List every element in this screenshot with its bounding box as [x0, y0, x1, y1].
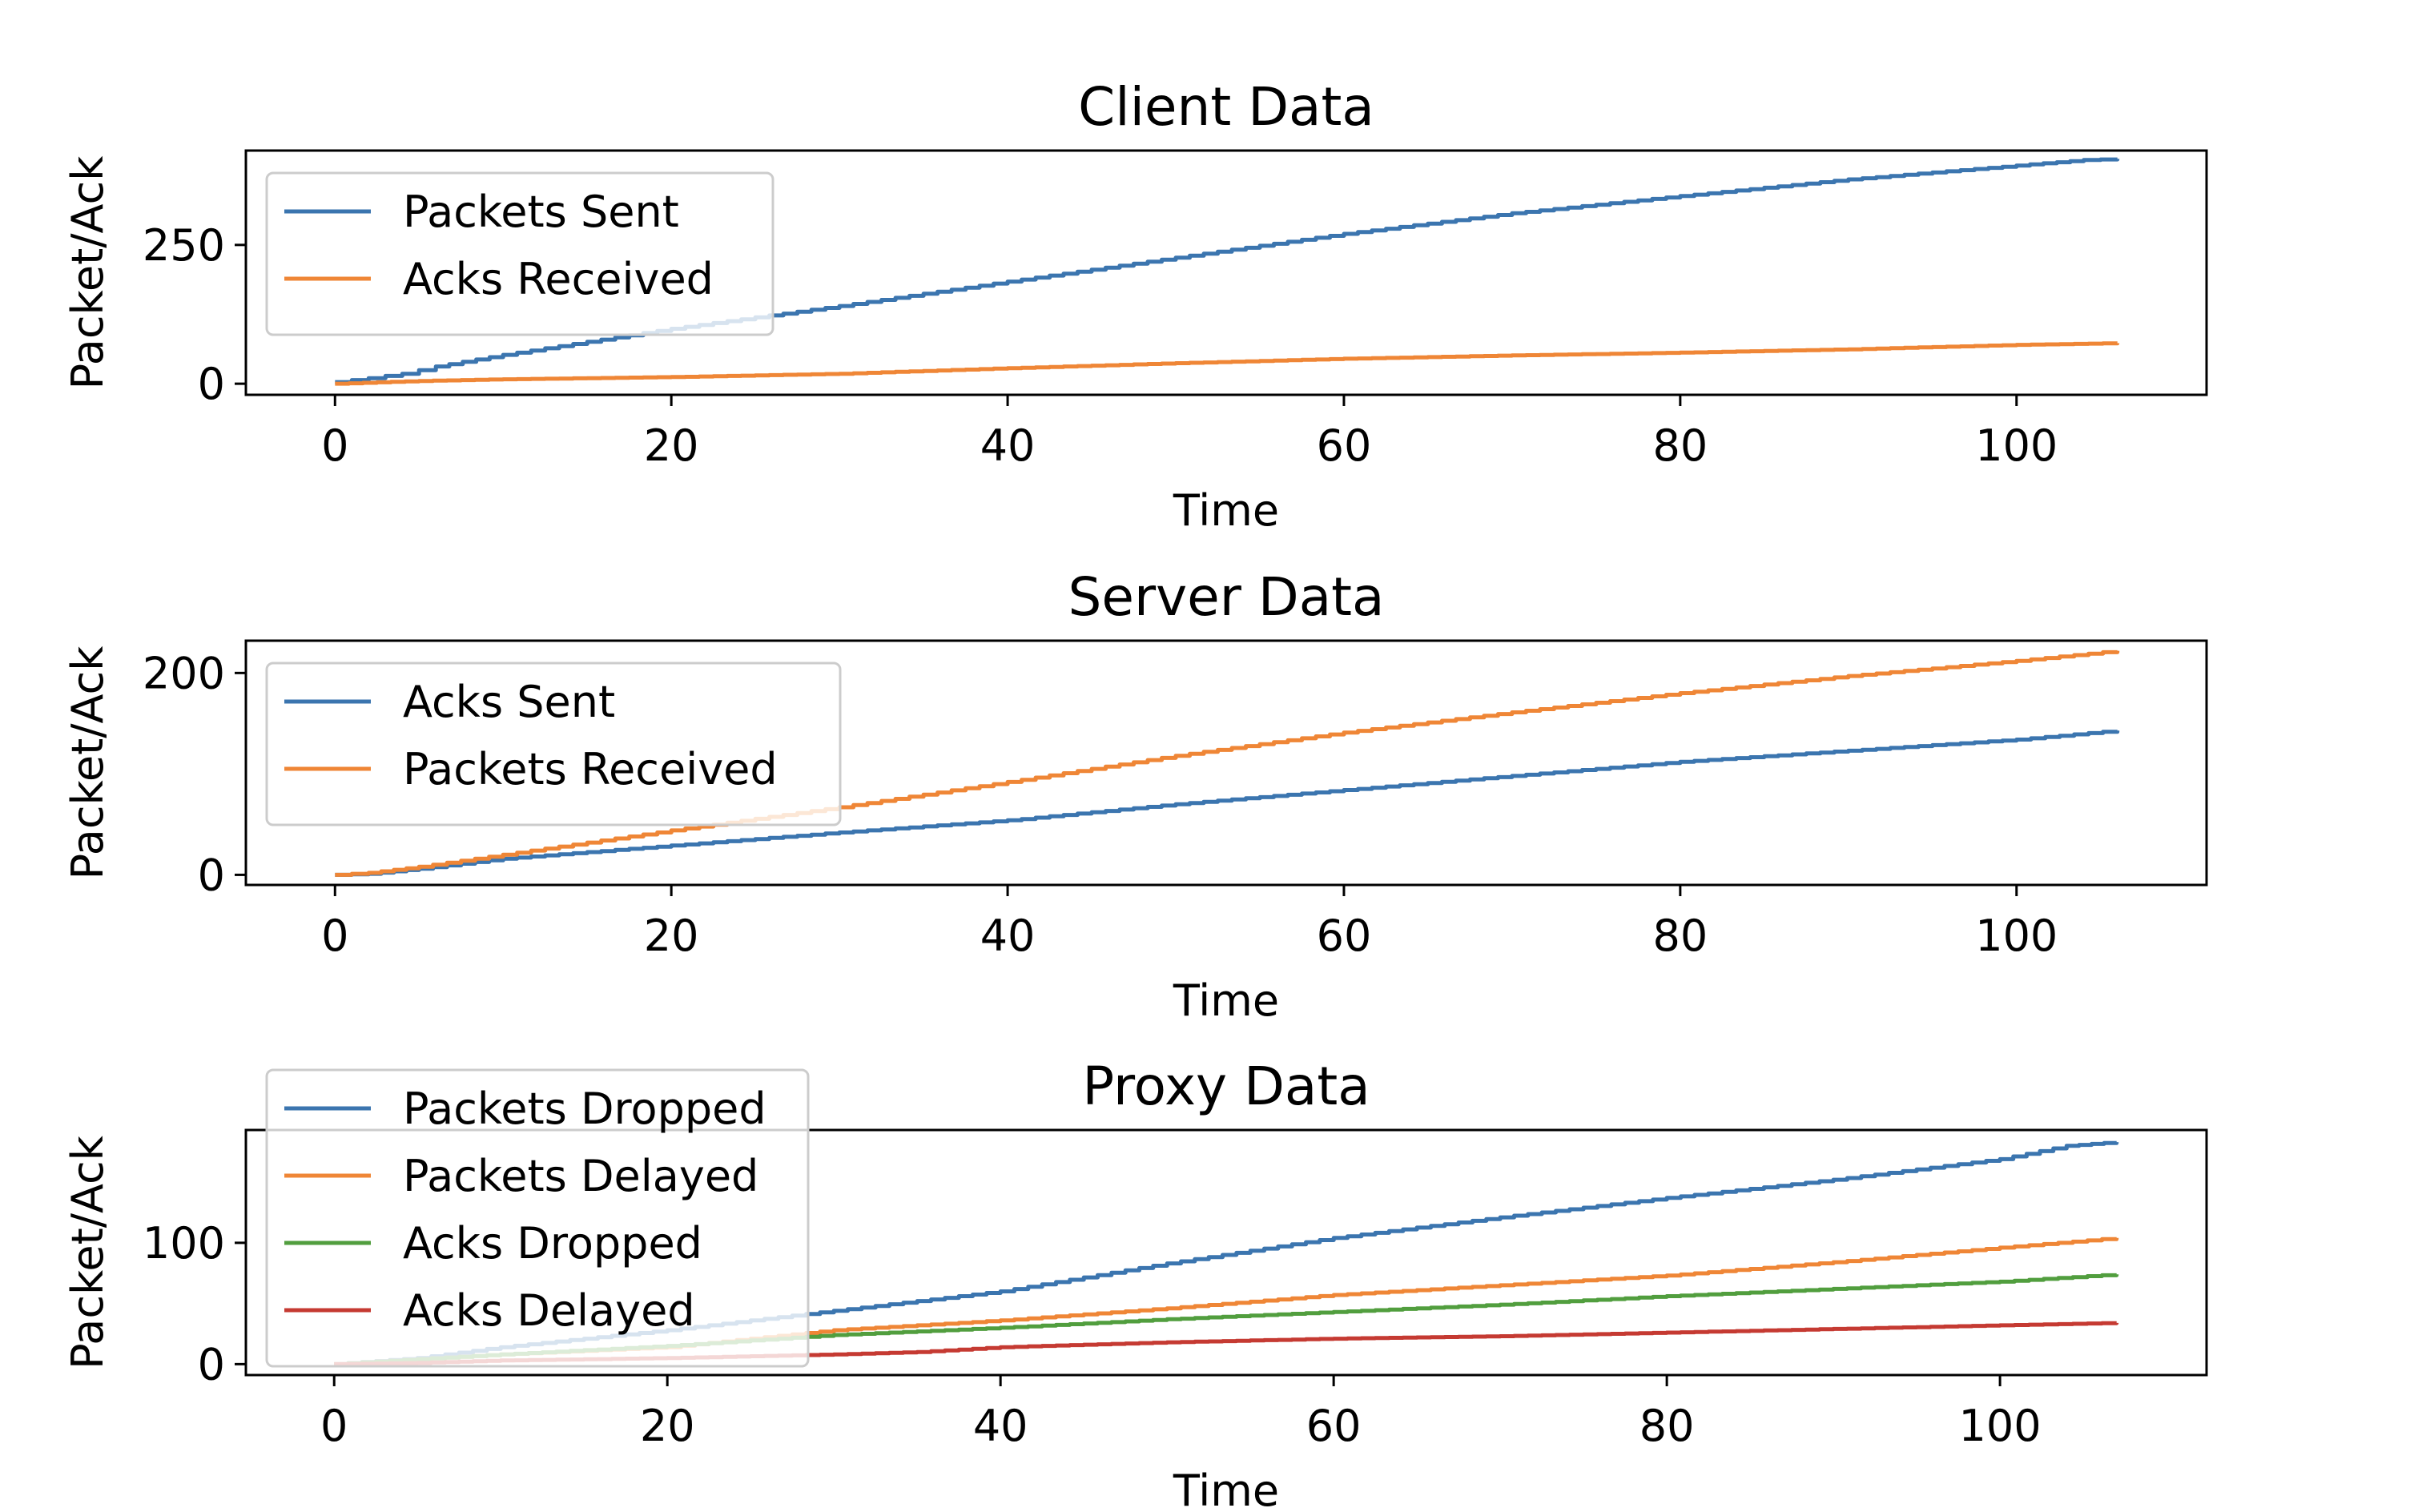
y-tick-label: 0 — [198, 1339, 225, 1389]
y-axis-label: Packet/Ack — [62, 1135, 113, 1369]
x-tick-label: 20 — [644, 420, 699, 471]
legend-label: Acks Delayed — [403, 1285, 695, 1336]
y-tick-label: 200 — [143, 648, 225, 698]
x-tick-label: 0 — [321, 911, 348, 961]
axes-frame — [244, 149, 2208, 396]
x-axis-label: Time — [1173, 1466, 1279, 1512]
y-tick-label: 250 — [143, 220, 225, 271]
subplot-2: 0 20 40 60 80 100 0 200 Server Data Time Packet/Ac… — [62, 566, 2208, 1026]
x-tick-label: 0 — [321, 420, 348, 471]
y-axis-label: Packet/Ack — [62, 155, 113, 390]
legend: Acks Sent Packets Received — [265, 662, 842, 826]
x-tick-label: 40 — [973, 1401, 1028, 1451]
x-tick-label: 100 — [1975, 420, 2058, 471]
legend-box — [265, 1068, 810, 1368]
series-line-acks-sent — [335, 730, 2120, 877]
legend: Packets Dropped Packets Delayed Acks Dropp… — [265, 1068, 810, 1368]
x-tick-label: 40 — [980, 911, 1036, 961]
legend-box — [265, 171, 774, 336]
legend-label: Acks Dropped — [403, 1218, 702, 1269]
chart-title: Proxy Data — [1082, 1056, 1370, 1117]
y-axis-label: Packet/Ack — [62, 645, 113, 880]
y-tick-label: 100 — [143, 1218, 225, 1269]
legend-label: Packets Delayed — [403, 1151, 758, 1201]
subplot-3: 0 20 40 60 80 100 0 100 Proxy Data Time Packet/Ack… — [62, 1056, 2208, 1512]
x-axis-label: Time — [1173, 485, 1279, 536]
x-tick-label: 80 — [1653, 911, 1708, 961]
x-tick-label: 20 — [644, 911, 699, 961]
axes-frame — [244, 1128, 2208, 1377]
x-tick-label: 40 — [980, 420, 1036, 471]
y-tick-label: 0 — [198, 850, 225, 900]
x-tick-label: 20 — [640, 1401, 695, 1451]
subplot-1: 0 20 40 60 80 100 0 250 Client Data Time Packet/Ac… — [62, 76, 2208, 536]
x-tick-label: 0 — [320, 1401, 348, 1451]
legend-label: Acks Received — [403, 254, 714, 304]
x-tick-label: 60 — [1317, 420, 1372, 471]
y-tick-label: 0 — [198, 359, 225, 409]
x-tick-label: 60 — [1306, 1401, 1362, 1451]
legend-label: Packets Dropped — [403, 1084, 766, 1134]
series-line-acks-received — [335, 341, 2120, 386]
series-line-packets-received — [335, 649, 2120, 877]
chart-title: Server Data — [1068, 566, 1384, 628]
chart-title: Client Data — [1078, 76, 1374, 138]
x-tick-label: 100 — [1959, 1401, 2042, 1451]
x-tick-label: 60 — [1317, 911, 1372, 961]
legend-label: Packets Sent — [403, 187, 679, 237]
legend-label: Acks Sent — [403, 677, 615, 727]
legend-label: Packets Received — [403, 744, 778, 794]
legend-box — [265, 662, 842, 826]
legend: Packets Sent Acks Received — [265, 171, 774, 336]
x-axis-label: Time — [1173, 975, 1279, 1026]
x-tick-label: 80 — [1639, 1401, 1695, 1451]
axes-frame — [244, 639, 2208, 887]
x-tick-label: 80 — [1653, 420, 1708, 471]
x-tick-label: 100 — [1975, 911, 2058, 961]
